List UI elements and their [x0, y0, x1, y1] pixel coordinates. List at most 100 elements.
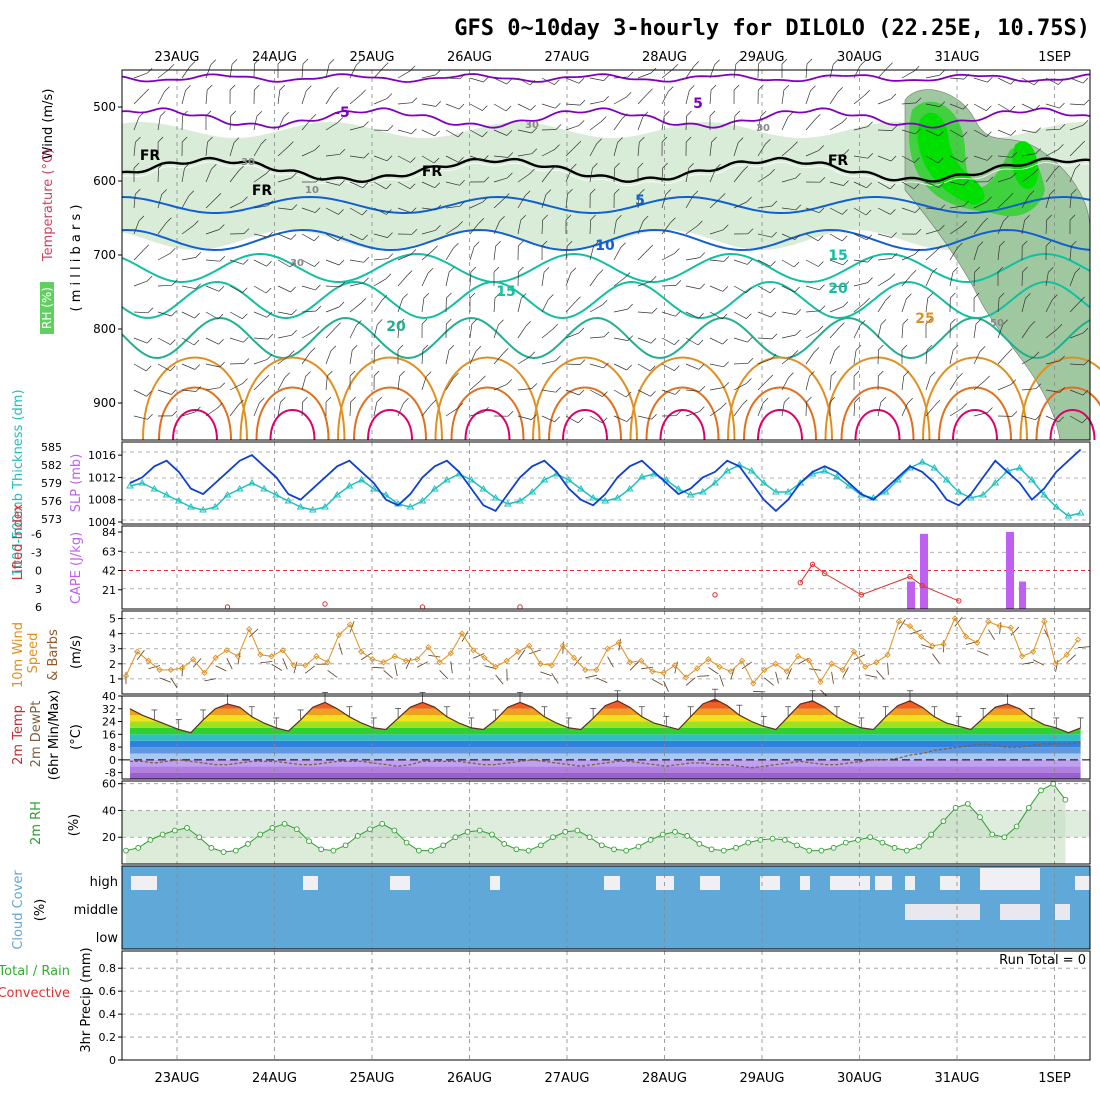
cloud-high-block	[830, 876, 870, 890]
lifted-index-tick-label: 0	[35, 565, 42, 578]
y-axis-label-cape: CAPE (J/kg)	[69, 532, 84, 604]
bottom-date-label: 31AUG	[934, 1071, 979, 1086]
y-axis-label-rh2m: 2m RH	[29, 801, 44, 845]
rh-band	[122, 810, 1090, 837]
wind-barb	[329, 59, 334, 64]
thickness-tick-label: 579	[41, 477, 62, 490]
rh-marker	[380, 821, 385, 826]
temp-color-band	[122, 773, 1090, 779]
cloud-high-block	[905, 876, 915, 890]
precip-tick-label: 0.8	[99, 962, 117, 975]
rh-marker	[404, 840, 409, 845]
temp-color-band	[122, 734, 1090, 740]
bottom-date-label: 26AUG	[447, 1071, 492, 1086]
rh-marker	[136, 846, 141, 851]
rh-marker	[868, 835, 873, 840]
rh-marker	[953, 805, 958, 810]
temp-tick-label: 24	[102, 716, 116, 729]
y-axis-label-wind10: Speed	[26, 633, 41, 674]
rh-marker	[990, 832, 995, 837]
y-axis-label-wind10: 10m Wind	[11, 622, 26, 688]
wind-barb	[694, 61, 699, 66]
wind-barb	[211, 60, 216, 65]
cape-tick-label: 42	[102, 565, 116, 578]
cloud-high-block	[760, 876, 780, 890]
rh-marker	[282, 821, 287, 826]
rh-marker	[294, 827, 299, 832]
top-date-label: 24AUG	[252, 50, 297, 65]
temp-color-band	[122, 747, 1090, 753]
rh-marker	[392, 828, 397, 833]
bottom-date-label: 25AUG	[349, 1071, 394, 1086]
top-date-label: 26AUG	[447, 50, 492, 65]
rh-marker	[599, 843, 604, 848]
rh-marker	[441, 843, 446, 848]
rh-marker	[148, 838, 153, 843]
y-axis-label-precip: 3hr Precip (mm)	[79, 947, 94, 1052]
rh-marker	[648, 838, 653, 843]
temp-tick-label: 0	[109, 754, 116, 767]
temp-color-band	[122, 753, 1090, 759]
cloud-high-block	[131, 876, 157, 890]
contour-label: 15	[496, 284, 515, 300]
rh-marker	[636, 844, 641, 849]
contour-label: 20	[828, 281, 848, 297]
wind-barb	[374, 350, 375, 364]
rh-marker	[575, 828, 580, 833]
rh-marker	[1014, 824, 1019, 829]
panel-bg	[122, 951, 1090, 1060]
y-axis-label-temp2m: (6hr Min/Max)	[47, 690, 62, 780]
rh-marker	[502, 842, 507, 847]
contour-label: FR	[422, 164, 443, 180]
chart-title: GFS 0~10day 3-hourly for DILOLO (22.25E,…	[454, 16, 1090, 41]
lifted-index-tick-label: -3	[31, 546, 42, 559]
rh-marker	[453, 835, 458, 840]
thickness-tick-label: 573	[41, 513, 62, 526]
cape-bar	[1006, 532, 1014, 609]
rh-marker	[465, 830, 470, 835]
contour-label: 15	[828, 248, 847, 264]
wind-barb	[182, 116, 183, 130]
y-tick-label: 900	[93, 396, 116, 410]
contour-label: 10	[305, 185, 319, 196]
contour-label: 10	[595, 238, 615, 254]
rh-marker	[319, 847, 324, 852]
temp-tick-label: 16	[102, 728, 116, 741]
rh-marker	[782, 838, 787, 843]
rh-marker	[477, 828, 482, 833]
y-tick-label: 700	[93, 248, 116, 262]
rh-marker	[721, 848, 726, 853]
wind-tick-label: 3	[109, 643, 116, 656]
rh-marker	[343, 843, 348, 848]
rh-marker	[160, 832, 165, 837]
precip-tick-label: 0	[109, 1054, 116, 1067]
slp-tick-label: 1008	[88, 494, 116, 507]
wind-barb	[169, 64, 174, 69]
contour-label: FR	[140, 148, 161, 164]
y-axis-label-rh2m-units: (%)	[67, 814, 82, 837]
rh-marker	[807, 848, 812, 853]
cloud-high-block	[604, 876, 620, 890]
contour-label: 5	[693, 96, 703, 112]
rh-marker	[355, 834, 360, 839]
panel-bg	[122, 442, 1090, 524]
y-axis-label-temperature: Temperature (°C)	[41, 149, 56, 262]
thickness-tick-label: 585	[41, 441, 62, 454]
contour-label: FR	[252, 183, 273, 199]
top-date-label: 1SEP	[1038, 50, 1071, 65]
cloud-high-block	[1075, 876, 1090, 890]
bottom-date-label: 27AUG	[544, 1071, 589, 1086]
cloud-high-block	[980, 868, 1040, 890]
y-axis-label-wind10: & Barbs	[46, 629, 61, 681]
y-axis-label-cloud: Cloud Cover	[11, 870, 26, 950]
thickness-tick-label: 576	[41, 495, 62, 508]
wind-barb	[232, 59, 237, 64]
cloud-mid-block	[940, 904, 980, 920]
cloud-level-label: middle	[74, 903, 118, 918]
rh-marker	[856, 838, 861, 843]
y-axis-label-temp2m: 2m DewPt	[29, 701, 44, 768]
rh-marker	[416, 848, 421, 853]
wind-barb	[807, 59, 812, 64]
